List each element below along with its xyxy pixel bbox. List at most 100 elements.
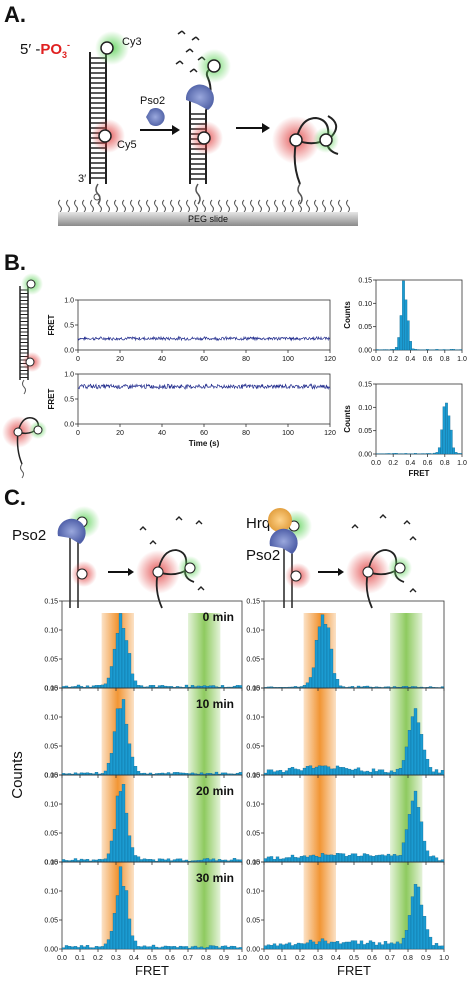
y-tick-label: 0.0 [64, 422, 74, 429]
histogram-bar [359, 770, 364, 776]
histogram-bar [414, 349, 417, 351]
histogram-bar [311, 941, 316, 950]
trace-x-label: Time (s) [189, 439, 220, 448]
green-band [188, 862, 221, 949]
x-tick-label: 1.0 [439, 955, 449, 962]
panel-c-schematics: Pso2 Hrq1 Pso2 [12, 506, 417, 609]
histogram-bar [166, 946, 171, 950]
c-right-ss [346, 514, 417, 609]
histogram-bar [178, 945, 183, 950]
histogram-bar [118, 613, 123, 689]
x-tick-label: 0.6 [367, 955, 377, 962]
histogram-bar [362, 771, 367, 776]
histogram-bar [326, 854, 331, 863]
histogram-bar [404, 299, 408, 351]
histogram-bar [401, 937, 406, 950]
y-tick-label: 1.0 [64, 372, 74, 379]
histogram-bar [380, 769, 385, 776]
histogram-bar [374, 855, 379, 863]
y-tick-label: 0.00 [44, 860, 58, 867]
histogram-bar [435, 349, 439, 351]
histogram-bar [317, 765, 322, 776]
histogram-bar [341, 942, 346, 950]
histogram-bar [290, 854, 295, 863]
histogram-bar [208, 945, 213, 950]
x-tick-label: 0.0 [259, 955, 269, 962]
histogram-bar [136, 771, 141, 776]
histogram-bar [428, 856, 433, 863]
histogram-bar [326, 766, 331, 776]
x-tick-label: 0.0 [371, 356, 381, 363]
histogram-bar [133, 855, 138, 863]
histogram-bar [311, 854, 316, 863]
histogram-bar [148, 946, 153, 950]
histogram-bar [103, 858, 108, 863]
histogram-bar [305, 766, 310, 776]
y-tick-label: 0.00 [246, 947, 260, 954]
histogram-bar [329, 941, 334, 950]
histogram-bar [426, 453, 429, 455]
histogram-bar [305, 942, 310, 950]
histogram-bar [112, 828, 117, 863]
histogram-bar [115, 708, 120, 776]
histogram-bar [419, 734, 424, 776]
histogram-bar [356, 856, 361, 863]
y-tick-label: 0.15 [358, 278, 372, 285]
histogram-bar [290, 945, 295, 950]
histogram-bar [398, 943, 403, 950]
histogram-bar [434, 943, 439, 950]
histogram-bar [106, 939, 111, 950]
duplex-with-pso2 [185, 49, 231, 205]
histogram-bar [395, 941, 400, 950]
histogram-bar [109, 666, 114, 689]
x-tick-label: 0.5 [147, 955, 157, 962]
histogram-bar [335, 678, 340, 689]
green-band [188, 613, 221, 688]
histogram-bar [133, 766, 138, 776]
histogram-bar [296, 769, 301, 776]
histogram-bar [275, 856, 280, 863]
histogram-bar [302, 855, 307, 863]
histogram-bar [115, 895, 120, 950]
fret-trace-line [77, 383, 331, 391]
y-tick-label: 0.00 [44, 686, 58, 693]
intact-duplex-small [19, 273, 43, 395]
histogram-bar [142, 858, 147, 863]
histogram-bar [350, 853, 355, 863]
histogram-bar [293, 944, 298, 950]
y-tick-label: 0.15 [44, 686, 58, 693]
x-tick-label: 0.4 [129, 955, 139, 962]
x-tick-label: 0.6 [165, 955, 175, 962]
x-tick-label: 100 [282, 356, 294, 363]
histogram-bar [407, 915, 412, 950]
x-tick-label: 0.1 [75, 955, 85, 962]
histogram-bar [118, 866, 123, 950]
histogram-bar [311, 667, 316, 689]
x-tick-label: 1.0 [457, 460, 467, 467]
histogram-bar [440, 429, 444, 455]
histogram-bar [293, 857, 298, 863]
y-tick-label: 0.00 [358, 348, 372, 355]
histogram-bar [287, 857, 292, 863]
histogram-bar [175, 858, 180, 863]
histogram-bar [356, 943, 361, 950]
histogram-bar [121, 886, 126, 950]
histogram-bar [79, 945, 84, 950]
histogram-bar [290, 766, 295, 776]
histogram-bar [214, 946, 219, 950]
histogram-bar [440, 770, 445, 776]
histogram-c-left: 0.00 0.05 0.10 0.15 [44, 599, 243, 693]
histogram-bar [115, 633, 120, 689]
histogram-bar [350, 769, 355, 776]
intact-duplex [89, 31, 129, 205]
y-tick-label: 0.05 [358, 324, 372, 331]
histogram-bar [449, 349, 453, 351]
histogram-bar [389, 942, 394, 950]
histogram-hist-intact: 0.00 0.05 0.10 0.15 0.0 0.2 0.4 0.6 0.8 1.0 Counts [343, 278, 467, 364]
c-left-ss [136, 516, 205, 609]
histogram-bar [76, 684, 81, 689]
histogram-bar [411, 348, 415, 351]
histogram-bar [151, 685, 156, 689]
y-tick-label: 0.5 [64, 323, 74, 330]
histogram-bar [172, 946, 177, 950]
